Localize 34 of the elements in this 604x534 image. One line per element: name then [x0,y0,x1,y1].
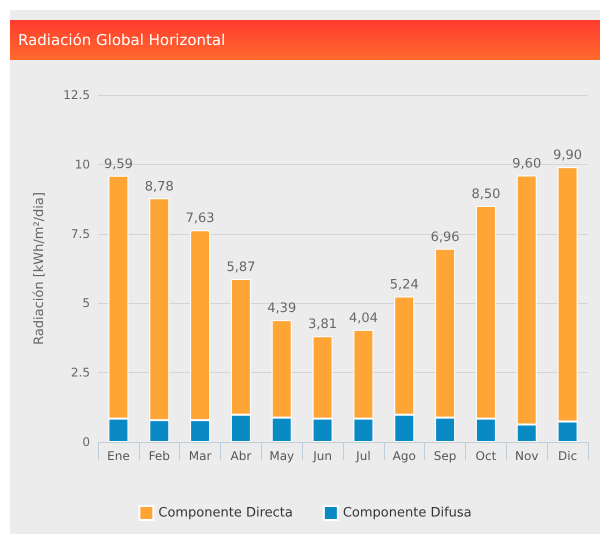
total-label: 4,39 [267,301,296,316]
x-tick-label: Nov [515,449,538,463]
legend-label: Componente Difusa [342,506,472,520]
y-tick-label: 5 [82,296,90,310]
total-label: 9,59 [104,156,133,172]
y-tick-label: 2.5 [70,366,90,380]
total-label: 9,60 [512,156,542,172]
x-tick-label: Abr [230,449,252,463]
total-label: 7,63 [186,211,215,226]
x-tick-label: May [269,449,294,463]
y-axis-title: Radiación [kWh/m²/dia] [32,192,47,345]
total-label: 8,50 [471,187,500,202]
x-tick-label: Feb [148,449,170,463]
total-label: 6,96 [430,230,460,245]
total-label: 4,04 [348,310,378,326]
y-tick-label: 10 [74,157,90,172]
total-label: 8,78 [144,179,174,194]
x-tick-label: Oct [476,449,497,463]
x-tick-label: Sep [434,449,456,463]
legend-label: Componente Directa [158,506,293,520]
x-tick-label: Jul [355,449,371,463]
x-tick-label: Ene [107,449,130,463]
x-tick-label: Ago [392,449,416,463]
total-label: 3,81 [308,317,338,332]
x-tick-label: Jun [312,449,332,463]
x-tick-label: Mar [188,449,212,463]
total-label: 5,24 [390,278,419,293]
y-tick-label: 0 [82,435,90,449]
total-label: 9,90 [553,148,582,164]
x-tick-label: Dic [558,449,578,463]
y-tick-label: 12.5 [63,88,90,102]
total-label: 5,87 [226,260,256,276]
chart-title: Radiación Global Horizontal [10,20,600,60]
y-tick-label: 7.5 [70,226,90,241]
